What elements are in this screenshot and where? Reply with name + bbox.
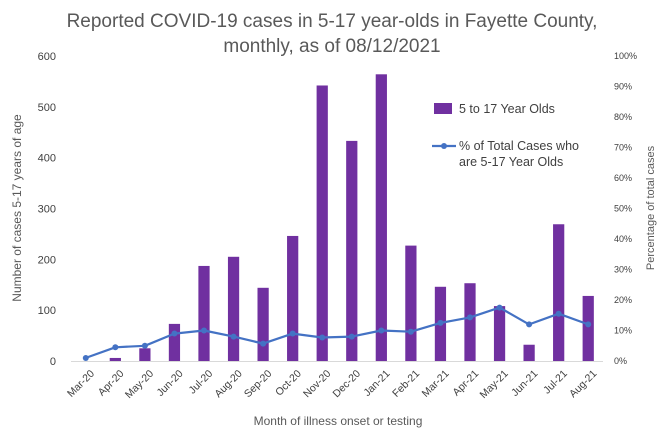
bar xyxy=(316,85,328,361)
right-tick-label: 40% xyxy=(614,234,632,244)
left-tick-label: 500 xyxy=(38,102,56,114)
bar xyxy=(287,235,299,361)
chart-title-line-1: Reported COVID-19 cases in 5-17 year-old… xyxy=(67,11,598,32)
bar xyxy=(523,344,535,361)
line-series xyxy=(82,304,592,361)
x-tick-label: Mar-20 xyxy=(65,368,97,400)
bar xyxy=(464,283,476,361)
x-tick-label: Jun-20 xyxy=(154,368,185,399)
legend: 5 to 17 Year Olds % of Total Cases who a… xyxy=(432,102,579,169)
line-point xyxy=(378,327,385,334)
bar xyxy=(109,357,121,361)
bar xyxy=(139,348,151,361)
legend-bar-label: 5 to 17 Year Olds xyxy=(459,102,555,116)
bar xyxy=(493,306,506,361)
bar xyxy=(553,224,565,361)
x-tick-label: Jun-21 xyxy=(509,368,540,399)
left-tick-label: 0 xyxy=(50,356,56,368)
x-tick-label: Apr-20 xyxy=(96,368,127,399)
x-tick-label: Sep-20 xyxy=(242,368,275,401)
y2-axis-label: Percentage of total cases xyxy=(645,145,657,270)
line-point xyxy=(437,319,444,326)
legend-bar-swatch xyxy=(434,103,452,114)
line-point xyxy=(319,334,326,341)
line-point xyxy=(289,330,296,337)
chart-title-line-2: monthly, as of 08/12/2021 xyxy=(223,36,440,57)
line-point xyxy=(585,321,592,328)
line-point xyxy=(407,328,414,335)
right-tick-label: 80% xyxy=(614,112,632,122)
bar xyxy=(346,140,358,361)
left-tick-label: 400 xyxy=(38,153,56,165)
bar xyxy=(375,74,387,362)
x-tick-label: Apr-21 xyxy=(450,368,481,399)
bar xyxy=(227,256,240,361)
bar xyxy=(582,295,594,361)
line-point xyxy=(348,333,355,340)
x-tick-label: Feb-21 xyxy=(390,368,422,400)
line-point xyxy=(260,340,267,347)
right-tick-label: 100% xyxy=(614,51,637,61)
right-tick-label: 60% xyxy=(614,173,632,183)
line-point xyxy=(112,344,119,351)
bar xyxy=(168,323,181,361)
right-tick-label: 30% xyxy=(614,265,632,275)
line-point xyxy=(141,342,148,349)
x-tick-label: Mar-21 xyxy=(420,368,452,400)
left-tick-label: 100 xyxy=(38,305,56,317)
left-axis-ticks: 0 100 200 300 400 500 600 xyxy=(38,51,56,368)
right-tick-label: 20% xyxy=(614,295,632,305)
right-tick-label: 10% xyxy=(614,326,632,336)
line-point xyxy=(555,310,562,317)
bar xyxy=(257,287,269,361)
series-line xyxy=(85,306,589,359)
line-point xyxy=(526,321,533,328)
legend-line-label-2: are 5-17 Year Olds xyxy=(459,155,563,169)
y-axis-label: Number of cases 5-17 years of age xyxy=(10,114,24,302)
line-point xyxy=(171,330,178,337)
x-tick-label: Aug-21 xyxy=(567,368,600,401)
line-point xyxy=(82,354,89,361)
bar xyxy=(405,245,417,361)
x-tick-label: Jul-20 xyxy=(186,368,215,397)
x-tick-label: Oct-20 xyxy=(273,368,304,399)
line-point xyxy=(467,314,473,321)
legend-line-marker xyxy=(441,143,447,149)
x-tick-label: Dec-20 xyxy=(331,368,364,401)
x-tick-label: May-21 xyxy=(478,368,511,401)
legend-line-label-1: % of Total Cases who xyxy=(459,139,579,153)
line-point xyxy=(496,304,503,311)
left-tick-label: 200 xyxy=(38,254,56,266)
x-tick-label: Jan-21 xyxy=(361,368,392,399)
x-axis-label: Month of illness onset or testing xyxy=(254,414,423,428)
right-tick-label: 0% xyxy=(614,356,627,366)
x-tick-label: Nov-20 xyxy=(301,368,334,401)
x-tick-label: Aug-20 xyxy=(212,368,245,401)
bar xyxy=(198,265,210,361)
bar-series xyxy=(109,74,594,362)
line-point xyxy=(230,333,237,340)
left-tick-label: 600 xyxy=(38,51,56,63)
line-point xyxy=(201,327,207,334)
right-tick-label: 50% xyxy=(614,204,632,214)
right-tick-label: 90% xyxy=(614,82,632,92)
right-axis-ticks: 0% 10% 20% 30% 40% 50% 60% 70% 80% 90% 100% xyxy=(614,51,637,366)
left-tick-label: 300 xyxy=(38,204,56,216)
x-tick-label: Jul-21 xyxy=(541,368,570,397)
right-tick-label: 70% xyxy=(614,143,632,153)
x-tick-label: May-20 xyxy=(123,368,156,401)
